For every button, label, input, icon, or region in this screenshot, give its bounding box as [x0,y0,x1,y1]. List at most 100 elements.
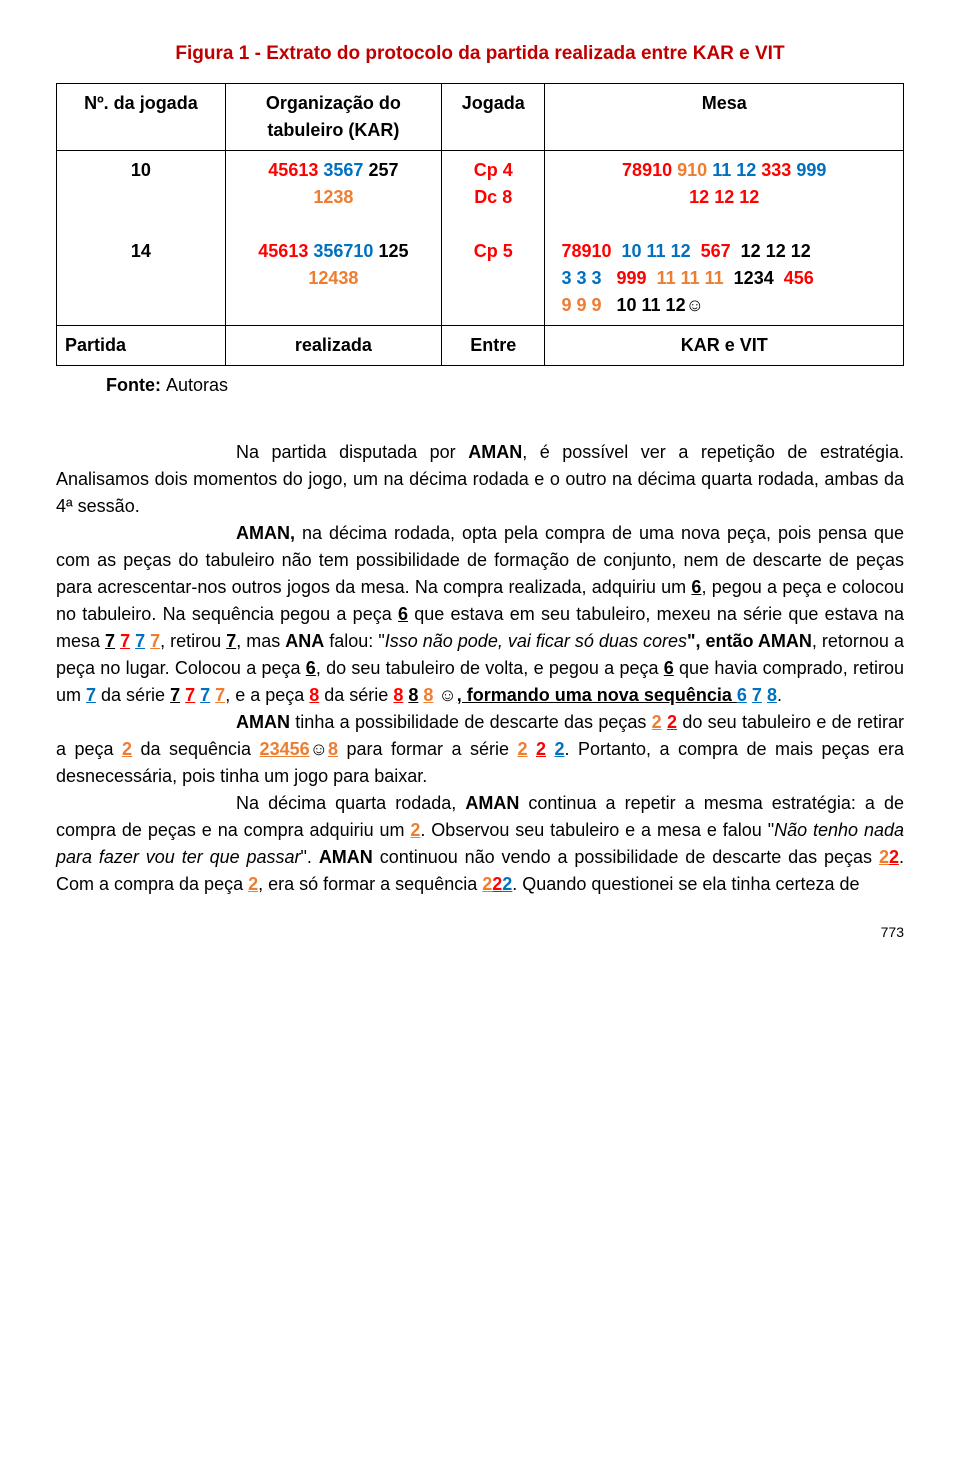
p2-t4: , retirou [160,631,226,651]
r10-jog-b: Dc 8 [474,187,512,207]
r10-m-f: 12 12 12 [689,187,759,207]
p4-s2a: 2 [879,847,889,867]
p2-s7c: 7 [135,631,145,651]
p2-t5: , mas [236,631,285,651]
p2-seq6: 6 [737,685,747,705]
p2-u6c: 6 [306,658,316,678]
p2-u6a: 6 [691,577,701,597]
p1-pre: Na partida disputada por [236,442,468,462]
r14-m-h: 1234 [734,268,774,288]
p3-u2b: 2 [667,712,677,732]
p2-seq8: 8 [767,685,777,705]
r14-m-b: 10 11 12 [622,241,691,261]
r14-m-j: 9 9 9 [561,295,601,315]
rf-b: realizada [225,325,441,365]
row10-n: 10 [131,160,151,180]
p2-u6d: 6 [664,658,674,678]
p4-s2b: 2 [889,847,899,867]
p4-f2c: 2 [502,874,512,894]
p3-aman: AMAN [236,712,290,732]
r10-org-b: 3567 [323,160,363,180]
paragraph-2: AMAN, na décima rodada, opta pela compra… [56,520,904,709]
p3-s2: 2 [260,739,270,759]
p2-t6: falou: " [324,631,384,651]
r10-m-a: 78910 [622,160,672,180]
smile-icon: ☺ [438,685,456,705]
r10-org-c: 257 [368,160,398,180]
p2-ana: ANA [285,631,324,651]
p2-s7g: 7 [170,685,180,705]
p2-aman: AMAN, [236,523,295,543]
col-org: Organização do tabuleiro (KAR) [225,83,441,150]
p2-u8: 8 [309,685,319,705]
footer-row: Partida realizada Entre KAR e VIT [57,325,904,365]
r14-org-a: 45613 [258,241,308,261]
r14-m-g: 11 11 11 [657,268,724,288]
p4-f2a: 2 [482,874,492,894]
p3-t3: da sequência [132,739,260,759]
r14-jog-a: Cp 5 [474,241,513,261]
p3-t1: tinha a possibilidade de descarte das pe… [290,712,652,732]
p4-t3: . Observou seu tabuleiro e a mesa e falo… [420,820,774,840]
p4-t7: , era só formar a sequência [258,874,482,894]
p3-s8: 8 [328,739,338,759]
row14-n: 14 [131,241,151,261]
smile-icon: ☺ [310,739,328,759]
r14-m-e: 3 3 3 [561,268,601,288]
p2-seq7: 7 [752,685,762,705]
p2-t12: , e a peça [225,685,309,705]
r10-org-a: 45613 [268,160,318,180]
header-row: Nº. da jogada Organização do tabuleiro (… [57,83,904,150]
p4-t1: Na décima quarta rodada, [236,793,465,813]
r14-org-d: 12438 [308,268,358,288]
r10-m-e: 999 [796,160,826,180]
col-mesa: Mesa [545,83,904,150]
p2-u6b: 6 [398,604,408,624]
col-n: Nº. da jogada [57,83,226,150]
r10-jog-a: Cp 4 [474,160,513,180]
r14-m-k: 10 11 12 [617,295,686,315]
r14-m-d: 12 12 12 [741,241,811,261]
p2-s7j: 7 [215,685,225,705]
p3-u2a: 2 [652,712,662,732]
p2-t11: da série [96,685,170,705]
p2-u7e: 7 [226,631,236,651]
p2-t9: , do seu tabuleiro de volta, e pegou a p… [316,658,664,678]
p4-t5: continuou não vendo a possibilidade de d… [373,847,879,867]
p2-u7f: 7 [86,685,96,705]
p2-t15: . [777,685,782,705]
p2-s7b: 7 [120,631,130,651]
p4-t8: . Quando questionei se ela tinha certeza… [512,874,859,894]
p1-aman: AMAN [468,442,522,462]
rf-a: Partida [57,325,226,365]
p4-u2: 2 [410,820,420,840]
paragraph-4: Na décima quarta rodada, AMAN continua a… [56,790,904,898]
p2-it: Isso não pode, vai ficar só duas cores [385,631,687,651]
col-org-l2: tabuleiro (KAR) [267,120,399,140]
figure-title: Figura 1 - Extrato do protocolo da parti… [56,40,904,69]
page-number: 773 [56,922,904,943]
p2-s7h: 7 [185,685,195,705]
p3-s4: 4 [280,739,290,759]
paragraph-1: Na partida disputada por AMAN, é possíve… [56,439,904,520]
r10-org-d: 1238 [313,187,353,207]
p2-t7: ", então [687,631,758,651]
paragraph-3: AMAN tinha a possibilidade de descarte d… [56,709,904,790]
p4-u2c: 2 [248,874,258,894]
r14-m-f: 999 [617,268,647,288]
p2-s8b: 8 [408,685,418,705]
p3-u2c: 2 [122,739,132,759]
smile-icon: ☺ [686,295,704,315]
rf-c: Entre [441,325,544,365]
fonte-value: Autoras [166,375,228,395]
fonte-label: Fonte: [106,375,161,395]
p2-t14: , formando uma nova sequência [457,685,737,705]
p3-f2a: 2 [517,739,527,759]
p4-aman2: AMAN [319,847,373,867]
p2-t13: da série [319,685,393,705]
r14-org-c: 125 [378,241,408,261]
p3-f2b: 2 [536,739,546,759]
p2-aman2: AMAN [758,631,812,651]
p2-s7a: 7 [105,631,115,651]
p3-s6: 6 [300,739,310,759]
